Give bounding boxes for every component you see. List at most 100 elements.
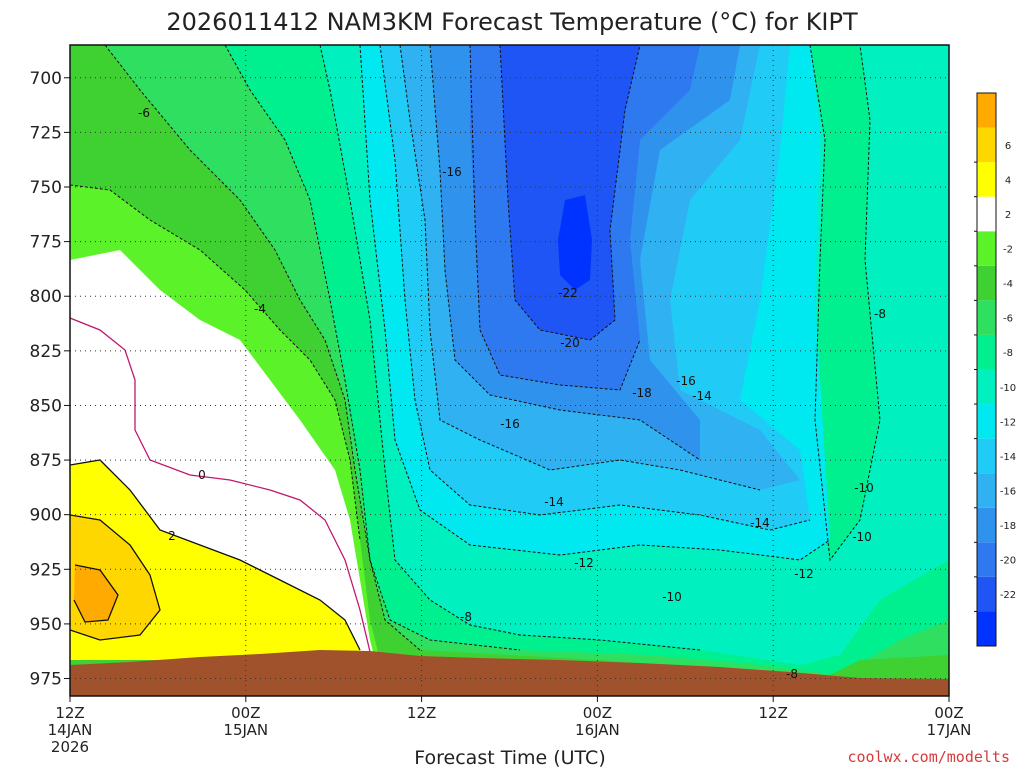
colorbar-swatch (977, 576, 996, 612)
colorbar-swatch (977, 300, 996, 335)
contour-label: -12 (574, 556, 594, 570)
contour-line (469, 45, 641, 391)
y-tick-label: 875 (30, 451, 62, 471)
contour-label: -8 (874, 307, 886, 321)
colorbar-tick-label: -22 (1000, 590, 1016, 601)
x-tick-label: 00Z (934, 704, 963, 722)
colorbar-tick-label: -18 (1000, 521, 1016, 532)
contour-label: -10 (852, 530, 872, 544)
contour-line (70, 184, 361, 541)
colorbar-tick-label: -2 (1003, 245, 1013, 256)
colorbar-swatch (977, 334, 996, 370)
chart-title: 2026011412 NAM3KM Forecast Temperature (… (166, 8, 858, 36)
contour-label: -8 (460, 610, 472, 624)
contour-line (359, 45, 831, 561)
contour-label: -8 (786, 667, 798, 681)
colorbar-swatch (977, 231, 996, 266)
credit-text: coolwx.com/modelts (847, 748, 1010, 766)
colorbar-swatch (977, 162, 996, 197)
x-tick-label: 14JAN (48, 721, 93, 739)
contour-line (224, 45, 521, 651)
contour-lines (70, 45, 881, 651)
contour-line (809, 45, 881, 562)
x-tick-label: 2026 (51, 738, 89, 756)
colorbar-swatch (977, 473, 996, 508)
colorbar-tick-label: 4 (1005, 175, 1011, 186)
solid-contours (70, 317, 373, 661)
temperature-field (70, 45, 949, 696)
colorbar-tick-label: 2 (1005, 210, 1011, 221)
grid-lines (70, 45, 949, 696)
contour-line (379, 45, 811, 531)
x-tick-label: 12Z (759, 704, 788, 722)
colorbar-tick-label: -6 (1003, 314, 1013, 325)
contour-labels: -6-16-22-4-20-18-16-14-160-14-102-14-10-… (138, 106, 886, 681)
field-band-minus8-right (810, 45, 880, 560)
contour-line-4 (70, 514, 161, 641)
colorbar-swatch (977, 611, 996, 646)
contour-line-2 (70, 459, 361, 651)
contour-label: -6 (138, 106, 150, 120)
contour-line (104, 45, 421, 651)
x-tick-label: 15JAN (223, 721, 268, 739)
contour-label: -12 (794, 567, 814, 581)
colorbar-tick-label: 6 (1005, 141, 1011, 152)
contour-label: -14 (692, 389, 712, 403)
colorbar-swatch (977, 196, 996, 232)
y-tick-label: 950 (30, 615, 62, 635)
colorbar-tick-label: -16 (1000, 486, 1016, 497)
colorbar-tick-label: -12 (1000, 417, 1016, 428)
colorbar-swatch (977, 404, 996, 439)
contour-label: -22 (558, 286, 578, 300)
contour-line (319, 45, 701, 651)
colorbar-tick-label: -10 (1000, 383, 1016, 394)
contour-label: -14 (750, 516, 770, 530)
contour-line (499, 45, 641, 341)
x-tick-label: 12Z (407, 704, 436, 722)
contour-label: -16 (442, 165, 462, 179)
contour-label: -16 (500, 417, 520, 431)
colorbar-swatch (977, 93, 996, 128)
x-tick-label: 16JAN (575, 721, 620, 739)
y-tick-label: 725 (30, 123, 62, 143)
colorbar-swatch (977, 369, 996, 405)
y-tick-label: 775 (30, 233, 62, 253)
contour-label: -18 (632, 386, 652, 400)
y-tick-label: 900 (30, 506, 62, 526)
contour-label: -10 (854, 481, 874, 495)
y-tick-label: 825 (30, 342, 62, 362)
contour-label: -20 (560, 336, 580, 350)
colorbar-tick-label: -14 (1000, 452, 1016, 463)
contour-line (399, 45, 761, 491)
y-tick-label: 925 (30, 560, 62, 580)
x-tick-label: 12Z (55, 704, 84, 722)
x-tick-label: 17JAN (927, 721, 972, 739)
plot-frame (69, 44, 950, 697)
contour-label: -16 (676, 374, 696, 388)
contour-label: -4 (254, 302, 266, 316)
colorbar-swatch (977, 542, 996, 577)
colorbar-tick-label: -20 (1000, 556, 1016, 567)
y-axis: 700 725 750 775 800 825 850 875 900 925 950 975 (30, 69, 70, 690)
y-tick-label: 700 (30, 69, 62, 89)
contour-label: 0 (198, 468, 206, 482)
x-axis-label: Forecast Time (UTC) (414, 747, 605, 768)
contour-label: 2 (168, 529, 176, 543)
contour-label: -10 (662, 590, 682, 604)
colorbar-tick-label: -8 (1003, 348, 1013, 359)
colorbar-swatch (977, 507, 996, 543)
colorbar-swatch (977, 127, 996, 163)
colorbar-swatch (977, 438, 996, 474)
terrain (70, 650, 949, 696)
y-tick-label: 800 (30, 287, 62, 307)
contour-label: -14 (544, 495, 564, 509)
field-band-minus22 (500, 45, 640, 340)
y-tick-label: 850 (30, 396, 62, 416)
field-band-6-8 (74, 565, 118, 622)
freezing-line (70, 317, 373, 661)
y-tick-label: 975 (30, 670, 62, 690)
field-band-minus24 (558, 195, 592, 290)
colorbar-tick-label: -4 (1003, 279, 1013, 290)
x-tick-label: 00Z (231, 704, 260, 722)
